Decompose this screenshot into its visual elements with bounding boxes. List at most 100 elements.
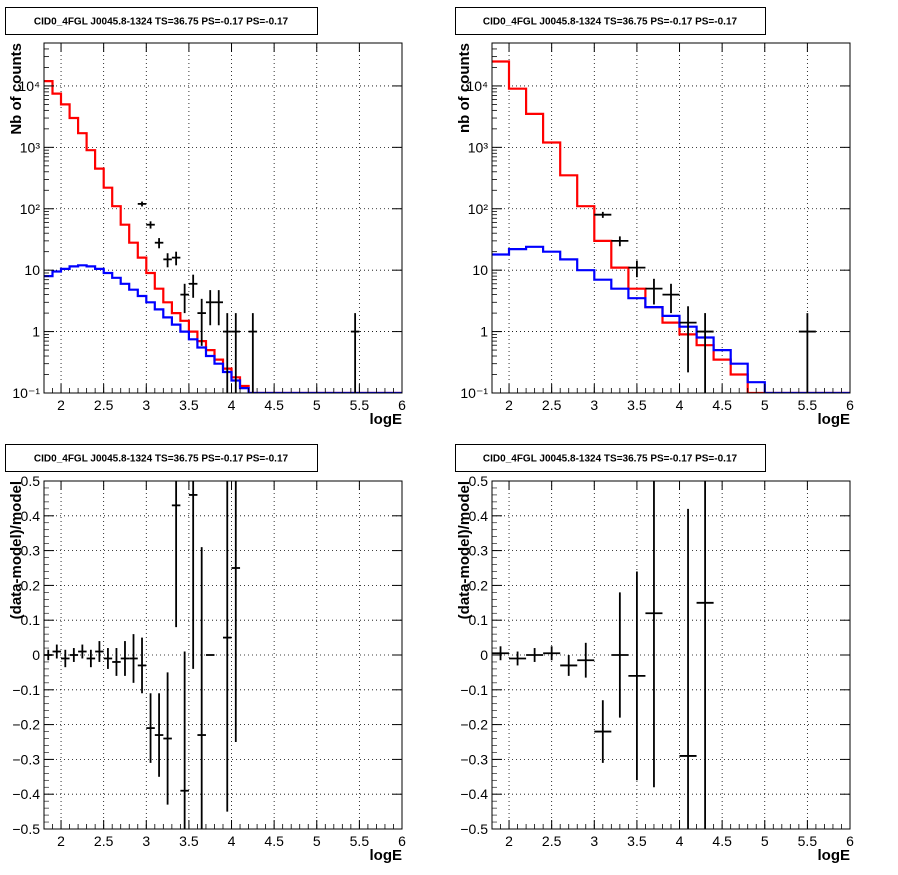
chart-title: CID0_4FGL J0045.8-1324 TS=36.75 PS=-0.17… bbox=[34, 454, 289, 465]
y-tick-label: −0.5 bbox=[12, 821, 40, 837]
x-tick-label: 3.5 bbox=[179, 397, 199, 413]
y-tick-label: −0.1 bbox=[12, 682, 40, 698]
x-tick-label: 3.5 bbox=[627, 397, 647, 413]
data-point bbox=[526, 648, 544, 662]
data-point bbox=[577, 642, 595, 678]
data-point bbox=[594, 700, 612, 763]
x-tick-label: 2.5 bbox=[94, 397, 114, 413]
data-point bbox=[146, 221, 155, 229]
x-tick-label: 5.5 bbox=[798, 833, 818, 849]
x-tick-label: 3 bbox=[142, 397, 150, 413]
plot-frame bbox=[491, 42, 851, 394]
chart-panel-2: CID0_4FGL J0045.8-1324 TS=36.75 PS=-0.17… bbox=[455, 7, 854, 428]
y-tick-label: −0.4 bbox=[460, 786, 488, 802]
data-point bbox=[120, 641, 130, 676]
x-tick-label: 4 bbox=[676, 833, 684, 849]
x-tick-label: 5.5 bbox=[350, 833, 370, 849]
y-tick-label: 0.5 bbox=[469, 473, 489, 489]
data-point bbox=[137, 637, 147, 694]
grid bbox=[44, 481, 402, 829]
plot-area bbox=[44, 80, 402, 393]
data-point bbox=[560, 655, 578, 676]
y-tick-label: 10³ bbox=[20, 139, 41, 155]
y-tick-label: −0.3 bbox=[460, 751, 488, 767]
chart-panel-3: CID0_4FGL J0045.8-1324 TS=36.75 PS=-0.17… bbox=[5, 444, 406, 864]
title-box bbox=[5, 444, 318, 472]
x-tick-label: 4 bbox=[676, 397, 684, 413]
x-tick-label: 5.5 bbox=[798, 397, 818, 413]
data-point bbox=[180, 651, 189, 829]
data-point bbox=[180, 283, 189, 314]
chart-title: CID0_4FGL J0045.8-1324 TS=36.75 PS=-0.17… bbox=[34, 17, 289, 28]
data-point bbox=[628, 260, 646, 278]
series-line-blue bbox=[492, 245, 850, 393]
x-tick-label: 2 bbox=[57, 833, 65, 849]
data-point bbox=[86, 649, 96, 668]
x-tick-label: 4.5 bbox=[264, 833, 284, 849]
data-point bbox=[171, 251, 181, 266]
data-point bbox=[628, 571, 646, 781]
y-axis-title: (data-model)/model bbox=[456, 481, 473, 619]
x-tick-label: 3 bbox=[590, 833, 598, 849]
grid bbox=[492, 481, 850, 829]
x-tick-label: 2 bbox=[57, 397, 65, 413]
y-tick-label: −0.2 bbox=[12, 717, 40, 733]
data-point bbox=[509, 651, 527, 666]
data-point bbox=[103, 648, 113, 669]
y-tick-label: 0 bbox=[32, 647, 40, 663]
x-tick-label: 5 bbox=[761, 833, 769, 849]
y-tick-label: −0.3 bbox=[12, 751, 40, 767]
y-tick-label: 1 bbox=[32, 324, 40, 340]
y-tick-label: 10⁻¹ bbox=[12, 385, 40, 401]
plot-frame bbox=[43, 42, 403, 394]
chart-panel-1: CID0_4FGL J0045.8-1324 TS=36.75 PS=-0.17… bbox=[5, 7, 406, 428]
x-tick-label: 3.5 bbox=[179, 833, 199, 849]
y-tick-label: 10⁴ bbox=[18, 78, 40, 94]
data-point bbox=[645, 278, 663, 305]
y-tick-label: 1 bbox=[480, 324, 488, 340]
y-tick-label: 0.2 bbox=[21, 577, 41, 593]
y-tick-label: 0 bbox=[480, 647, 488, 663]
y-tick-label: −0.5 bbox=[460, 821, 488, 837]
y-tick-label: 0.2 bbox=[469, 577, 489, 593]
data-point bbox=[154, 693, 164, 777]
y-tick-label: 0.4 bbox=[469, 508, 489, 524]
x-tick-label: 5 bbox=[313, 833, 321, 849]
data-point bbox=[69, 648, 79, 662]
plot-area bbox=[492, 60, 850, 393]
y-tick-label: 10⁻¹ bbox=[460, 385, 488, 401]
data-point bbox=[248, 313, 258, 393]
x-tick-label: 3.5 bbox=[627, 833, 647, 849]
y-axis-title: nb of counts bbox=[456, 43, 473, 133]
y-tick-label: 10³ bbox=[468, 139, 489, 155]
y-tick-label: 0.5 bbox=[21, 473, 41, 489]
data-point bbox=[61, 649, 70, 668]
data-point bbox=[594, 211, 612, 218]
x-tick-label: 5 bbox=[313, 397, 321, 413]
data-point bbox=[95, 641, 104, 662]
data-point bbox=[188, 481, 198, 669]
data-point bbox=[154, 238, 164, 249]
data-point bbox=[214, 290, 223, 326]
x-axis-title: logE bbox=[370, 411, 403, 428]
x-tick-label: 2.5 bbox=[94, 833, 114, 849]
y-tick-label: 10² bbox=[468, 201, 489, 217]
series-line-blue bbox=[44, 264, 402, 393]
title-box bbox=[5, 7, 318, 35]
y-tick-label: 10² bbox=[20, 201, 41, 217]
y-tick-label: 10 bbox=[472, 262, 488, 278]
data-point bbox=[78, 644, 87, 659]
y-tick-label: −0.2 bbox=[460, 717, 488, 733]
data-point bbox=[223, 313, 232, 393]
title-box bbox=[455, 444, 766, 472]
x-tick-label: 6 bbox=[846, 833, 854, 849]
data-point bbox=[696, 481, 714, 829]
y-tick-label: 10⁴ bbox=[466, 78, 488, 94]
y-tick-label: 0.3 bbox=[469, 543, 489, 559]
data-point bbox=[611, 236, 629, 247]
x-tick-label: 5 bbox=[761, 397, 769, 413]
chart-title: CID0_4FGL J0045.8-1324 TS=36.75 PS=-0.17… bbox=[483, 17, 738, 28]
chart-panel-4: CID0_4FGL J0045.8-1324 TS=36.75 PS=-0.17… bbox=[455, 444, 854, 864]
data-point bbox=[205, 290, 215, 326]
